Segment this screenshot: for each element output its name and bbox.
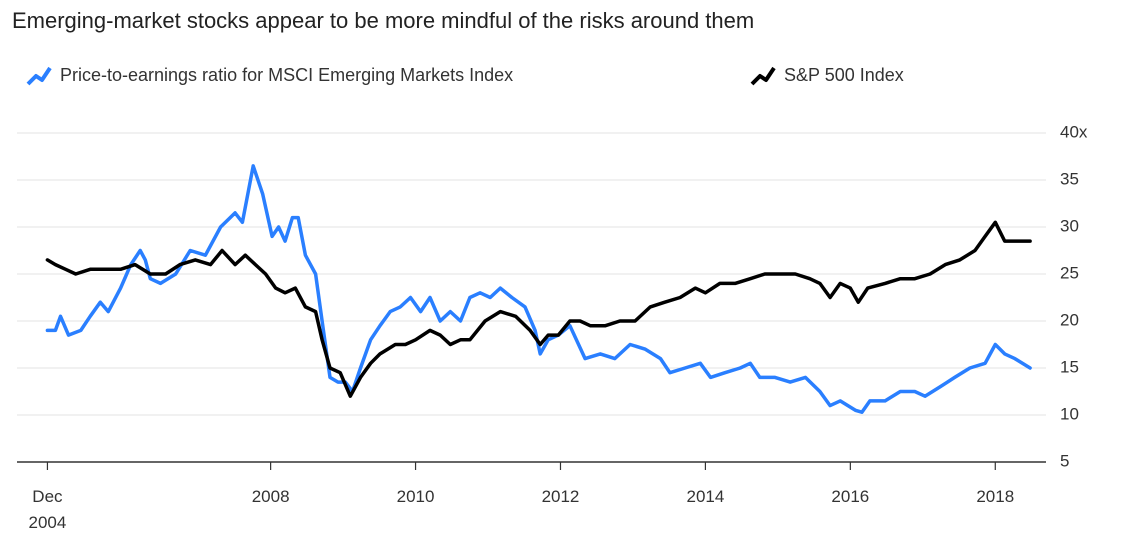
legend-swatch (26, 66, 52, 86)
x-tick-label: Dec 2004 (28, 487, 67, 532)
x-tick-label: 2010 (396, 487, 435, 506)
x-tick-label: 2016 (831, 487, 870, 506)
legend-label: Price-to-earnings ratio for MSCI Emergin… (60, 65, 513, 85)
y-tick-label: 30 (1060, 216, 1079, 235)
y-tick-label: 40x (1060, 122, 1088, 141)
y-tick-label: 10 (1060, 404, 1079, 423)
line-series (45, 164, 1032, 414)
y-tick-label: 15 (1060, 357, 1079, 376)
x-tick-label: 2008 (251, 487, 290, 506)
y-tick-label: 35 (1060, 169, 1079, 188)
legend: Price-to-earnings ratio for MSCI Emergin… (26, 65, 904, 86)
legend-swatch (750, 66, 776, 86)
y-tick-label: 25 (1060, 263, 1079, 282)
line-series (45, 220, 1032, 398)
legend-label: S&P 500 Index (784, 65, 904, 85)
x-tick-label: 2012 (541, 487, 580, 506)
chart-title: Emerging-market stocks appear to be more… (12, 8, 754, 33)
x-tick-label: 2014 (686, 487, 725, 506)
y-tick-label: 5 (1060, 451, 1069, 470)
y-tick-label: 20 (1060, 310, 1079, 329)
x-tick-label: 2018 (976, 487, 1015, 506)
